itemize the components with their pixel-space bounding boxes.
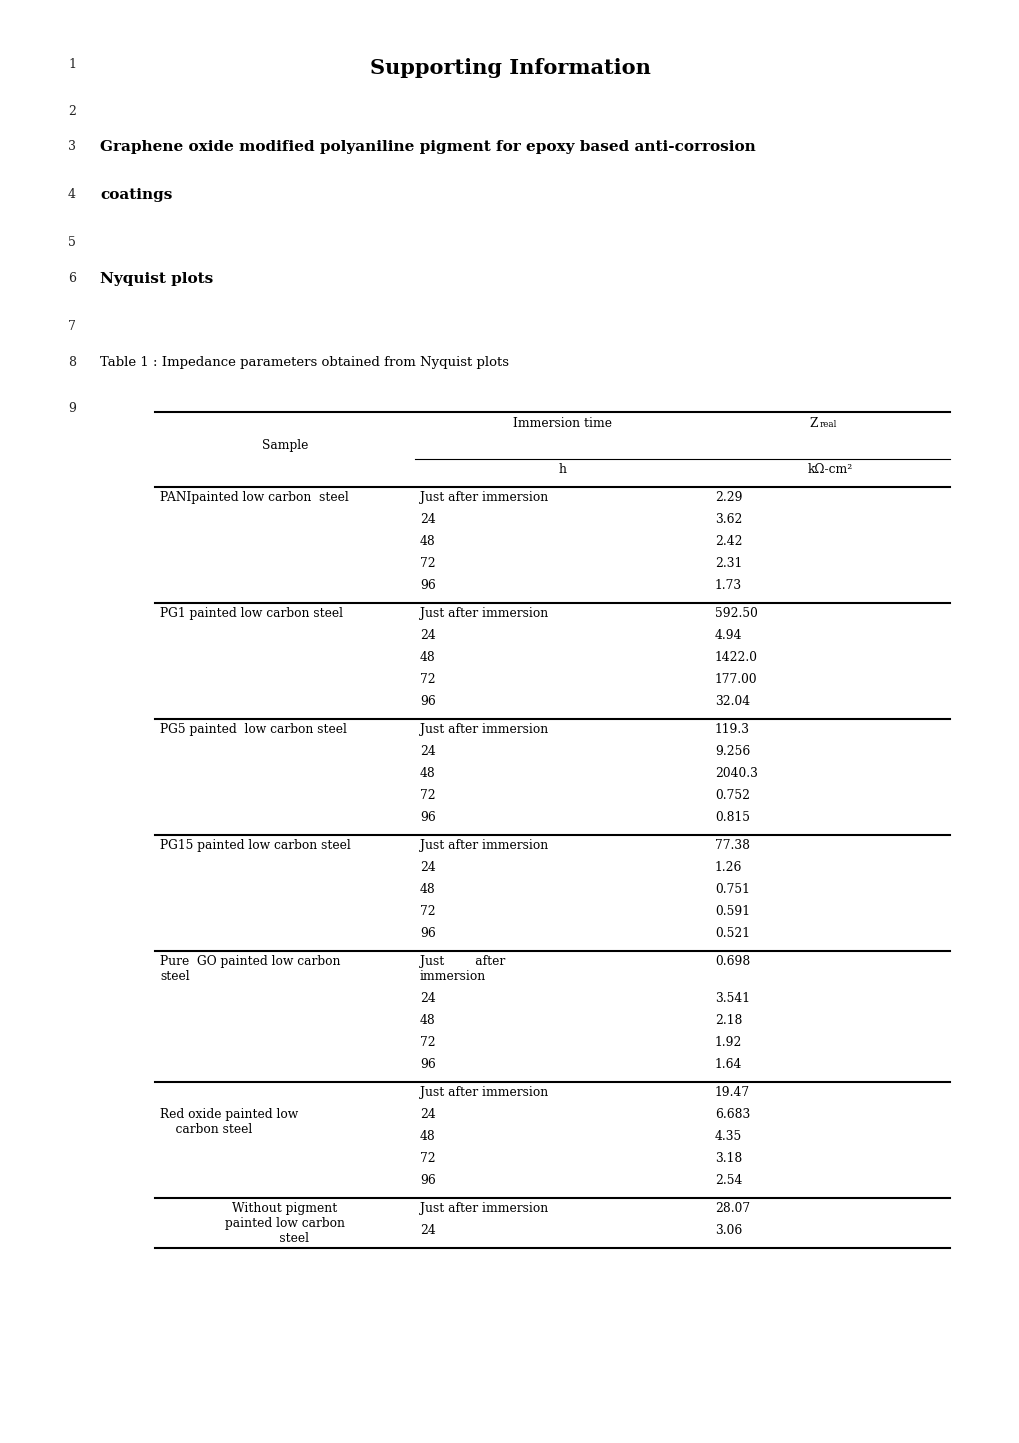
Text: 72: 72 xyxy=(420,672,435,685)
Text: 48: 48 xyxy=(420,1014,435,1027)
Text: Just after immersion: Just after immersion xyxy=(420,723,548,736)
Text: painted low carbon: painted low carbon xyxy=(225,1216,344,1229)
Text: 0.751: 0.751 xyxy=(714,883,749,896)
Text: 72: 72 xyxy=(420,557,435,570)
Text: 48: 48 xyxy=(420,1130,435,1143)
Text: Just after immersion: Just after immersion xyxy=(420,608,548,620)
Text: 0.698: 0.698 xyxy=(714,955,750,968)
Text: Pure  GO painted low carbon: Pure GO painted low carbon xyxy=(160,955,340,968)
Text: 4.35: 4.35 xyxy=(714,1130,742,1143)
Text: 592.50: 592.50 xyxy=(714,608,757,620)
Text: 1: 1 xyxy=(68,58,76,71)
Text: 48: 48 xyxy=(420,883,435,896)
Text: Graphene oxide modified polyaniline pigment for epoxy based anti-corrosion: Graphene oxide modified polyaniline pigm… xyxy=(100,140,755,154)
Text: 0.521: 0.521 xyxy=(714,926,749,939)
Text: 77.38: 77.38 xyxy=(714,838,749,851)
Text: steel: steel xyxy=(260,1232,309,1245)
Text: 24: 24 xyxy=(420,514,435,527)
Text: 4: 4 xyxy=(68,188,76,201)
Text: 1.64: 1.64 xyxy=(714,1058,742,1071)
Text: 48: 48 xyxy=(420,535,435,548)
Text: PG5 painted  low carbon steel: PG5 painted low carbon steel xyxy=(160,723,346,736)
Text: Sample: Sample xyxy=(262,439,308,452)
Text: 1.92: 1.92 xyxy=(714,1036,742,1049)
Text: Immersion time: Immersion time xyxy=(513,417,611,430)
Text: 177.00: 177.00 xyxy=(714,672,757,685)
Text: 3.541: 3.541 xyxy=(714,991,749,1004)
Text: 24: 24 xyxy=(420,629,435,642)
Text: 9.256: 9.256 xyxy=(714,745,750,758)
Text: PANIpainted low carbon  steel: PANIpainted low carbon steel xyxy=(160,491,348,504)
Text: 3.06: 3.06 xyxy=(714,1224,742,1237)
Text: Nyquist plots: Nyquist plots xyxy=(100,271,213,286)
Text: steel: steel xyxy=(160,970,190,983)
Text: Table 1 : Impedance parameters obtained from Nyquist plots: Table 1 : Impedance parameters obtained … xyxy=(100,356,508,369)
Text: 72: 72 xyxy=(420,1036,435,1049)
Text: 1422.0: 1422.0 xyxy=(714,651,757,664)
Text: 24: 24 xyxy=(420,1108,435,1121)
Text: 0.591: 0.591 xyxy=(714,905,749,918)
Text: 24: 24 xyxy=(420,861,435,874)
Text: 3: 3 xyxy=(68,140,76,153)
Text: 72: 72 xyxy=(420,905,435,918)
Text: PG1 painted low carbon steel: PG1 painted low carbon steel xyxy=(160,608,342,620)
Text: carbon steel: carbon steel xyxy=(160,1123,252,1136)
Text: 72: 72 xyxy=(420,789,435,802)
Text: 3.18: 3.18 xyxy=(714,1152,742,1165)
Text: 2.42: 2.42 xyxy=(714,535,742,548)
Text: 1.73: 1.73 xyxy=(714,579,742,592)
Text: 0.752: 0.752 xyxy=(714,789,749,802)
Text: Just after immersion: Just after immersion xyxy=(420,1087,548,1100)
Text: PG15 painted low carbon steel: PG15 painted low carbon steel xyxy=(160,838,351,851)
Text: 96: 96 xyxy=(420,926,435,939)
Text: 48: 48 xyxy=(420,651,435,664)
Text: coatings: coatings xyxy=(100,188,172,202)
Text: 2.31: 2.31 xyxy=(714,557,742,570)
Text: 96: 96 xyxy=(420,1175,435,1188)
Text: 4.94: 4.94 xyxy=(714,629,742,642)
Text: 6: 6 xyxy=(68,271,76,286)
Text: 2.54: 2.54 xyxy=(714,1175,742,1188)
Text: 0.815: 0.815 xyxy=(714,811,749,824)
Text: immersion: immersion xyxy=(420,970,486,983)
Text: 24: 24 xyxy=(420,991,435,1004)
Text: 24: 24 xyxy=(420,745,435,758)
Text: h: h xyxy=(558,463,566,476)
Text: Just        after: Just after xyxy=(420,955,504,968)
Text: 48: 48 xyxy=(420,768,435,781)
Text: 96: 96 xyxy=(420,811,435,824)
Text: 19.47: 19.47 xyxy=(714,1087,749,1100)
Text: 2040.3: 2040.3 xyxy=(714,768,757,781)
Text: 8: 8 xyxy=(68,356,76,369)
Text: 96: 96 xyxy=(420,579,435,592)
Text: 6.683: 6.683 xyxy=(714,1108,750,1121)
Text: 3.62: 3.62 xyxy=(714,514,742,527)
Text: 28.07: 28.07 xyxy=(714,1202,749,1215)
Text: 24: 24 xyxy=(420,1224,435,1237)
Text: 2.18: 2.18 xyxy=(714,1014,742,1027)
Text: 9: 9 xyxy=(68,403,75,416)
Text: kΩ-cm²: kΩ-cm² xyxy=(807,463,852,476)
Text: 2.29: 2.29 xyxy=(714,491,742,504)
Text: 5: 5 xyxy=(68,237,75,250)
Text: Just after immersion: Just after immersion xyxy=(420,838,548,851)
Text: real: real xyxy=(819,420,837,429)
Text: Supporting Information: Supporting Information xyxy=(369,58,650,78)
Text: 119.3: 119.3 xyxy=(714,723,749,736)
Text: 1.26: 1.26 xyxy=(714,861,742,874)
Text: 2: 2 xyxy=(68,105,75,118)
Text: 96: 96 xyxy=(420,1058,435,1071)
Text: 7: 7 xyxy=(68,320,75,333)
Text: 72: 72 xyxy=(420,1152,435,1165)
Text: Just after immersion: Just after immersion xyxy=(420,1202,548,1215)
Text: 96: 96 xyxy=(420,696,435,709)
Text: Without pigment: Without pigment xyxy=(232,1202,337,1215)
Text: Red oxide painted low: Red oxide painted low xyxy=(160,1108,298,1121)
Text: 32.04: 32.04 xyxy=(714,696,749,709)
Text: Just after immersion: Just after immersion xyxy=(420,491,548,504)
Text: Z: Z xyxy=(809,417,817,430)
